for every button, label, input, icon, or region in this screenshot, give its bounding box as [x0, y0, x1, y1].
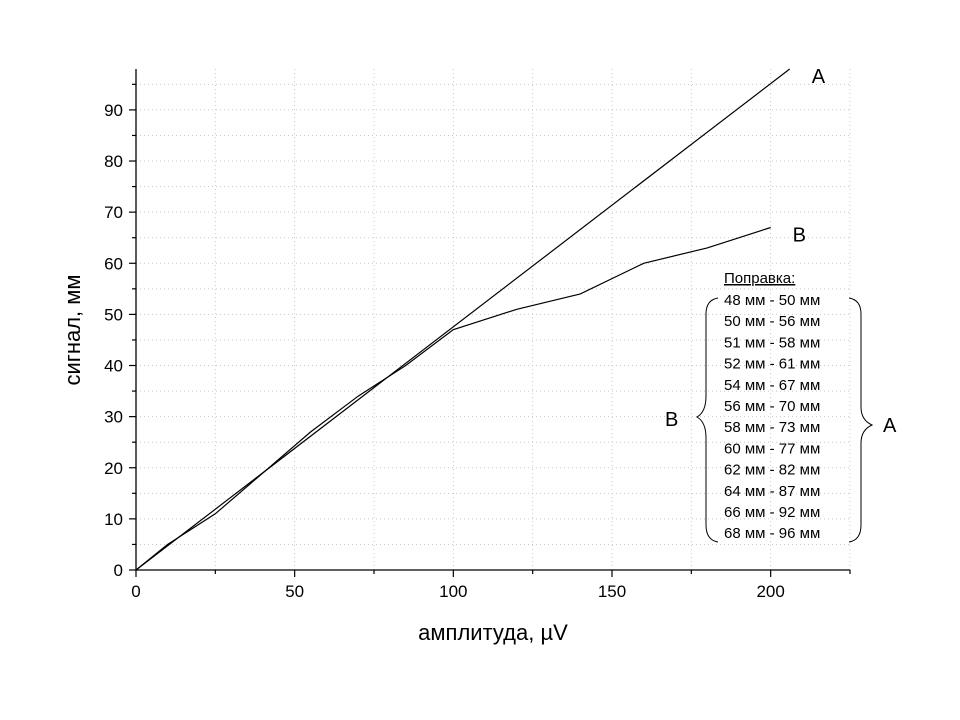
- legend-row: 60 мм - 77 мм: [724, 440, 820, 457]
- legend-row: 64 мм - 87 мм: [724, 483, 820, 500]
- y-tick-label: 90: [104, 101, 123, 120]
- axes: [135, 69, 850, 571]
- series-labels: AB: [793, 66, 826, 246]
- legend-row: 62 мм - 82 мм: [724, 462, 820, 479]
- y-tick-label: 40: [104, 357, 123, 376]
- x-tick-label: 100: [439, 582, 467, 601]
- y-tick-label: 80: [104, 152, 123, 171]
- x-tick-label: 0: [131, 582, 140, 601]
- x-axis-title: амплитуда, µV: [418, 620, 568, 645]
- y-tick-label: 10: [104, 510, 123, 529]
- legend-row: 56 мм - 70 мм: [724, 398, 820, 415]
- legend-row: 54 мм - 67 мм: [724, 377, 820, 394]
- x-tick-label: 150: [598, 582, 626, 601]
- y-tick-label: 70: [104, 203, 123, 222]
- legend-row: 68 мм - 96 мм: [724, 525, 820, 542]
- legend-row: 66 мм - 92 мм: [724, 504, 820, 521]
- x-tick-label: 200: [756, 582, 784, 601]
- y-tick-label: 20: [104, 459, 123, 478]
- y-tick-label: 30: [104, 408, 123, 427]
- legend-row: 58 мм - 73 мм: [724, 419, 820, 436]
- legend-rows: 48 мм - 50 мм 50 мм - 56 мм 51 мм - 58 мм 5…: [724, 292, 820, 542]
- legend-group-label-b: B: [665, 409, 678, 431]
- legend-title: Поправка:: [724, 270, 795, 287]
- legend-row: 51 мм - 58 мм: [724, 334, 820, 351]
- grid: [136, 69, 851, 570]
- y-tick-label: 0: [114, 561, 123, 580]
- legend-row: 48 мм - 50 мм: [724, 292, 820, 309]
- y-axis-title: сигнал, мм: [60, 274, 85, 385]
- legend-row: 52 мм - 61 мм: [724, 356, 820, 373]
- series-line-b: [135, 226, 771, 571]
- legend-row: 50 мм - 56 мм: [724, 313, 820, 330]
- left-brace: [695, 297, 719, 543]
- x-tick-label: 50: [285, 582, 304, 601]
- y-tick-label: 50: [104, 305, 123, 324]
- legend-group-label-a: A: [883, 415, 897, 437]
- series-label-b: B: [793, 224, 806, 246]
- y-tick-label: 60: [104, 254, 123, 273]
- series-label-a: A: [812, 66, 826, 88]
- series-line-a: [135, 68, 791, 571]
- plot-series: [135, 68, 791, 571]
- ticks: 0 50 100 150 200 0 10 20 30 40 50 60 70 80 90: [104, 83, 851, 601]
- right-brace: [848, 297, 874, 543]
- correction-legend: Поправка: 48 мм - 50 мм 50 мм - 56 мм 51 м…: [665, 270, 897, 543]
